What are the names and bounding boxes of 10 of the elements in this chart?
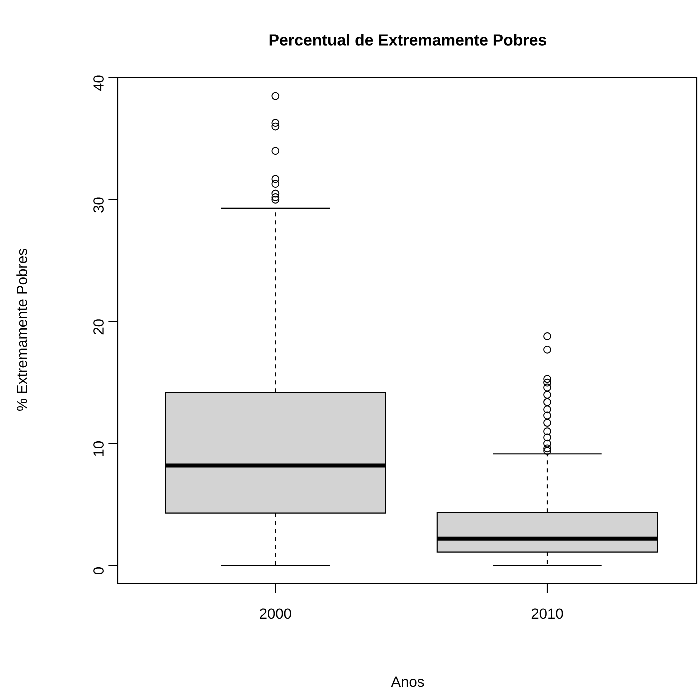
chart-title: Percentual de Extremamente Pobres [270,34,546,46]
x-tick-label: 2000 [260,608,292,620]
y-tick-label: 30 [94,198,104,213]
x-tick-label: 2010 [532,608,564,620]
y-tick-label: 0 [94,568,104,575]
y-tick-label: 10 [94,442,104,456]
y-tick-label: 20 [94,320,104,335]
x-axis-title: Anos [391,676,424,688]
y-tick-label: 40 [94,76,104,92]
y-axis-title: % Extremamente Pobres [16,249,28,411]
